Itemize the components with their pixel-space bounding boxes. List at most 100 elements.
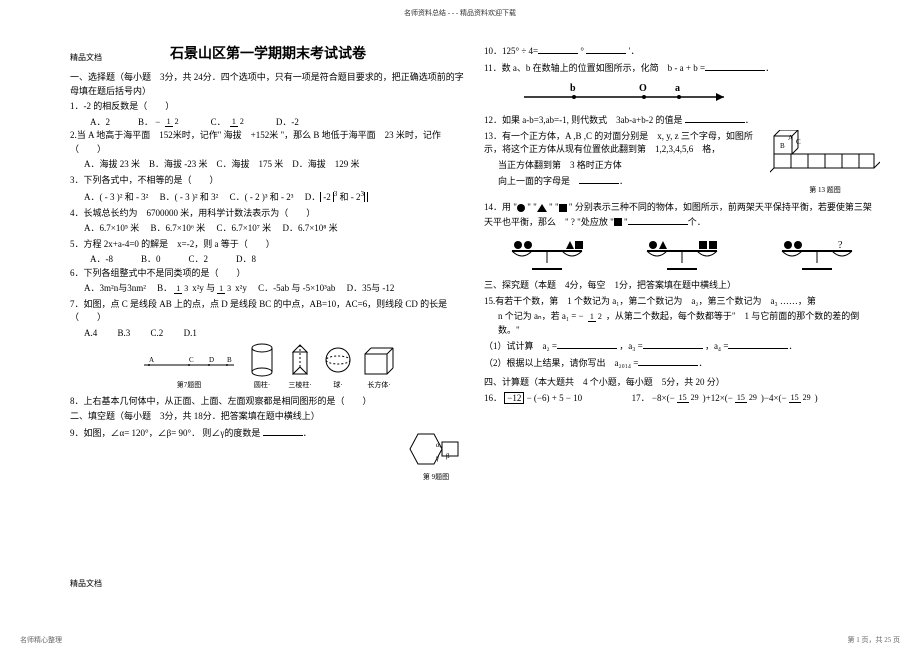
cuboid-figure: 长方体· [361,342,397,391]
section-2-heading: 二、填空题（每小题 3分，共 18分．把答案填在题中横线上） [70,410,466,424]
circle-icon [517,204,525,212]
footer-right: 第 1 页，共 25 页 [848,635,901,645]
svg-text:C: C [189,356,194,364]
q1-options: A．2 B． − 12 C． 12 D．-2 [70,116,466,130]
q2-options: A．海拔 23 米 B．海拔 -23 米 C．海拔 175 米 D．海拔 129… [70,158,466,172]
q3-opt-b: B．( - 3 )² 和 3² [160,192,219,202]
balance-figures: ? [484,233,880,273]
section-1-heading: 一、选择题（每小题 3分，共 24分．四个选项中，只有一项是符合题目要求的，把正… [70,71,466,98]
svg-text:O: O [639,83,647,94]
prism-label: 三棱柱· [285,380,315,391]
q5-opt-d: D．8 [236,253,256,267]
cylinder-figure: 圆柱· [247,342,277,391]
exam-title: 石景山区第一学期期末考试试卷 [70,44,466,65]
square-icon [559,204,567,212]
section-3-heading: 三、探究题（本题 4分，每空 1分，把答案填在题中横线上） [484,279,880,293]
q3-options: A．( - 3 )² 和 - 3² B．( - 3 )² 和 3² C．( - … [70,189,466,205]
q3-opt-a: A．( - 3 )² 和 - 3² [84,192,148,202]
q2-text: 2.当 A 地高于海平面 152米时，记作" 海拔 +152米 "，那么 B 地… [70,129,466,156]
q6-options: A．3m²n与3nm² B．13x²y 与13x²y C．-5ab 与 -5×1… [70,282,466,296]
q14-text: 14．用 " " " " " " 分别表示三种不同的物体，如图所示，前两架天平保… [484,201,880,229]
fig7-label: 第7题图 [139,380,239,391]
q1-opt-c: C． 12 [211,116,248,130]
svg-text:?: ? [838,240,843,251]
q15-text-a: 15.有若干个数，第 1 个数记为 a₁，第二个数记为 a₂，第三个数记为 a₃… [484,295,880,309]
svg-text:b: b [570,83,576,94]
q5-opt-b: B．0 [141,253,161,267]
q15-part1: （1）试计算 a₂ = ，a₃ = ，a₄ =． [484,339,880,354]
cuboid-label: 长方体· [361,380,397,391]
square-icon-2 [614,218,622,226]
q7-options: A.4 B.3 C.2 D.1 [70,327,466,341]
svg-text:A: A [788,134,793,142]
q4-opt-c: C．6.7×10⁷ 米 [216,223,271,233]
q15-part2: （2）根据以上结果，请你写出 a₂₀₁₄ =． [484,356,880,371]
q9-row: α β γ 第 9题图 9．如图，∠α= 120°，∠β= 90°． 则∠γ的度… [70,426,466,441]
q1-opt-d: D．-2 [276,116,299,130]
q8-text: 8．上右基本几何体中，从正面、上面、左面观察都是相同图形的是（ ） [70,395,466,409]
q3-opt-d: D．-23 和 - 23 [305,192,368,202]
q10-text: 10．125° ÷ 4= ° ′． [484,44,880,59]
segment-figure: A C D B 第7题图 [139,350,239,391]
footer-left: 名师精心整理 [20,635,62,645]
q7-text: 7．如图，点 C 是线段 AB 上的点，点 D 是线段 BC 的中点，AB=10… [70,298,466,325]
page-header-text: 名师资料总结 - - - 精品资料欢迎下载 [20,8,900,18]
cylinder-label: 圆柱· [247,380,277,391]
numberline-figure: b O a [514,79,880,109]
sphere-label: 球· [323,380,353,391]
svg-text:γ: γ [435,454,439,462]
q13-row: BAC 第 13 题图 13．有一个正方体，A ,B ,C 的对面分别是 x, … [484,130,880,196]
svg-text:α: α [436,441,440,449]
q3-opt-c: C．( - 2 )³ 和 - 2³ [230,192,294,202]
q1-text: 1．-2 的相反数是（ ） [70,100,466,114]
section-4-heading: 四、计算题（本大题共 4 个小题，每小题 5分，共 20 分） [484,376,880,390]
q4-opt-d: D．6.7×10⁸ 米 [282,223,337,233]
svg-text:C: C [796,138,801,146]
q6-opt-d: D．35与 -12 [347,283,395,293]
q5-options: A．-8 B．0 C．2 D．8 [70,253,466,267]
fig13-caption: 第 13 题图 [770,185,880,196]
triangle-icon [537,204,547,212]
q3-text: 3．下列各式中，不相等的是（ ） [70,174,466,188]
prism-figure: 三棱柱· [285,342,315,391]
q7-q8-figures: A C D B 第7题图 圆柱· 三棱柱· 球· 长方体· [70,342,466,391]
q16-q17-row: 16． −12 − (−6) + 5 − 10 17． −8×(−1529)+1… [484,392,880,406]
q5-opt-a: A．-8 [90,253,113,267]
q7-opt-a: A.4 [84,328,97,338]
q6-opt-b: B．13x²y 与13x²y [157,283,247,293]
q4-text: 4．长城总长约为 6700000 米，用科学计数法表示为（ ） [70,207,466,221]
q1-opt-a: A．2 [90,116,110,130]
svg-text:D: D [209,356,214,364]
q4-opt-b: B．6.7×10⁶ 米 [150,223,205,233]
sphere-figure: 球· [323,342,353,391]
q11-text: 11．数 a、b 在数轴上的位置如图所示，化简 b - a + b =． [484,61,880,76]
watermark-top: 精品文档 [70,52,102,63]
q7-opt-c: C.2 [151,328,164,338]
svg-text:a: a [675,83,680,94]
q6-opt-a: A．3m²n与3nm² [84,283,146,293]
q4-options: A．6.7×10⁵ 米 B．6.7×10⁶ 米 C．6.7×10⁷ 米 D．6.… [70,222,466,236]
watermark-bottom: 精品文档 [70,578,102,589]
q5-opt-c: C．2 [189,253,209,267]
q6-text: 6．下列各组整式中不是同类项的是（ ） [70,267,466,281]
q5-text: 5．方程 2x+a-4=0 的解是 x=-2，则 a 等于（ ） [70,238,466,252]
left-column: 石景山区第一学期期末考试试卷 一、选择题（每小题 3分，共 24分．四个选项中，… [70,44,466,482]
fig9-caption: 第 9题图 [406,472,466,483]
cube-path-figure: BAC 第 13 题图 [770,130,880,196]
right-column: 10．125° ÷ 4= ° ′． 11．数 a、b 在数轴上的位置如图所示，化… [484,44,880,482]
q4-opt-a: A．6.7×10⁵ 米 [84,223,139,233]
q1-opt-b: B． − 12 [138,116,183,130]
balance-2 [637,233,727,273]
svg-text:B: B [780,142,785,150]
q6-opt-c: C．-5ab 与 -5×10³ab [258,283,335,293]
balance-3: ? [772,233,862,273]
q7-opt-b: B.3 [118,328,131,338]
svg-text:B: B [227,356,232,364]
q7-opt-d: D.1 [184,328,197,338]
q12-text: 12．如果 a-b=3,ab=-1, 则代数式 3ab-a+b-2 的值是 ． [484,113,880,128]
q15-text-b: n 个记为 aₙ，若 a₁ = − 12，从第二个数起，每个数都等于" 1 与它… [484,310,880,337]
hexagon-figure: α β γ 第 9题图 [406,426,466,483]
svg-text:β: β [446,452,450,460]
svg-text:A: A [149,356,154,364]
balance-1 [502,233,592,273]
